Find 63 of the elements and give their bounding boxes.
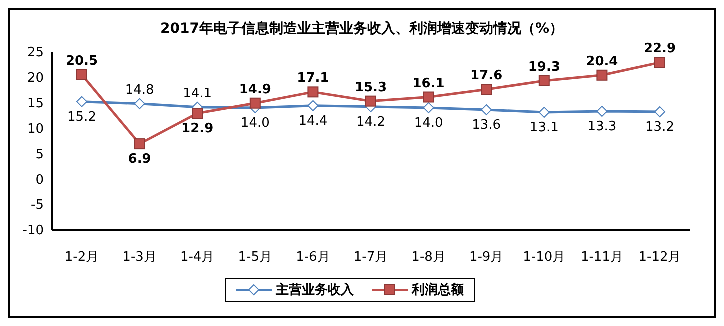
data-label: 19.3 bbox=[528, 60, 560, 75]
point bbox=[596, 70, 608, 81]
data-label: 17.1 bbox=[297, 71, 330, 86]
x-tick-label: 1-8月 bbox=[412, 250, 446, 266]
data-label: 15.3 bbox=[354, 80, 388, 96]
data-label: 14.8 bbox=[125, 82, 154, 98]
y-tick-label: 20 bbox=[27, 71, 44, 86]
data-label: 20.5 bbox=[66, 54, 98, 69]
y-tick-label: 5 bbox=[36, 147, 44, 162]
x-tick-label: 1-6月 bbox=[296, 250, 330, 266]
legend-label: 主营业务收入 bbox=[276, 282, 354, 299]
data-label: 6.9 bbox=[128, 152, 152, 168]
point bbox=[423, 102, 434, 114]
data-label: 13.1 bbox=[530, 120, 559, 136]
data-label: 14.2 bbox=[356, 114, 386, 130]
x-tick-label: 1-12月 bbox=[638, 250, 682, 266]
point bbox=[538, 107, 550, 118]
data-label: 13.6 bbox=[472, 118, 502, 133]
y-tick-label: 25 bbox=[27, 46, 44, 61]
y-tick-label: 0 bbox=[36, 172, 44, 188]
point bbox=[596, 106, 608, 118]
data-label: 14.1 bbox=[183, 86, 212, 102]
point bbox=[538, 75, 550, 86]
y-tick-label: -10 bbox=[22, 224, 44, 239]
data-label: 13.2 bbox=[646, 120, 674, 136]
data-label: 14.9 bbox=[239, 82, 272, 98]
point bbox=[481, 84, 492, 96]
x-tick-label: 1-7月 bbox=[354, 250, 388, 266]
data-label: 14.4 bbox=[298, 114, 328, 129]
data-label: 12.9 bbox=[182, 122, 214, 137]
data-label: 16.1 bbox=[412, 76, 445, 92]
point bbox=[308, 86, 319, 98]
point bbox=[192, 108, 204, 120]
point bbox=[134, 98, 146, 110]
data-label: 14.0 bbox=[414, 116, 444, 131]
data-label: 13.3 bbox=[588, 120, 617, 135]
point bbox=[134, 138, 146, 150]
x-tick-label: 1-4月 bbox=[180, 250, 215, 266]
y-tick-label: 15 bbox=[27, 96, 44, 112]
point bbox=[654, 106, 666, 118]
y-tick-label: -5 bbox=[31, 198, 44, 214]
point bbox=[366, 96, 376, 107]
x-tick-label: 1-11月 bbox=[580, 250, 624, 266]
point bbox=[250, 98, 261, 109]
chart-title: 2017年电子信息制造业主营业务收入、利润增速变动情况（%） bbox=[160, 20, 564, 38]
data-label: 14.0 bbox=[240, 116, 270, 131]
x-tick-label: 1-9月 bbox=[469, 250, 504, 266]
point bbox=[76, 96, 88, 108]
data-label: 20.4 bbox=[586, 54, 618, 70]
data-label: 17.6 bbox=[470, 68, 503, 84]
x-tick-label: 1-3月 bbox=[122, 250, 157, 266]
x-tick-label: 1-10月 bbox=[523, 250, 566, 266]
data-label: 22.9 bbox=[644, 42, 676, 57]
point bbox=[654, 57, 666, 68]
data-label: 15.2 bbox=[68, 110, 96, 125]
x-tick-label: 1-5月 bbox=[238, 250, 273, 266]
x-tick-label: 1-2月 bbox=[64, 250, 100, 266]
legend-label: 利润总额 bbox=[412, 282, 464, 299]
point bbox=[76, 69, 88, 80]
y-tick-label: 10 bbox=[27, 122, 44, 137]
point bbox=[308, 100, 319, 112]
point bbox=[481, 104, 492, 116]
point bbox=[423, 92, 434, 103]
